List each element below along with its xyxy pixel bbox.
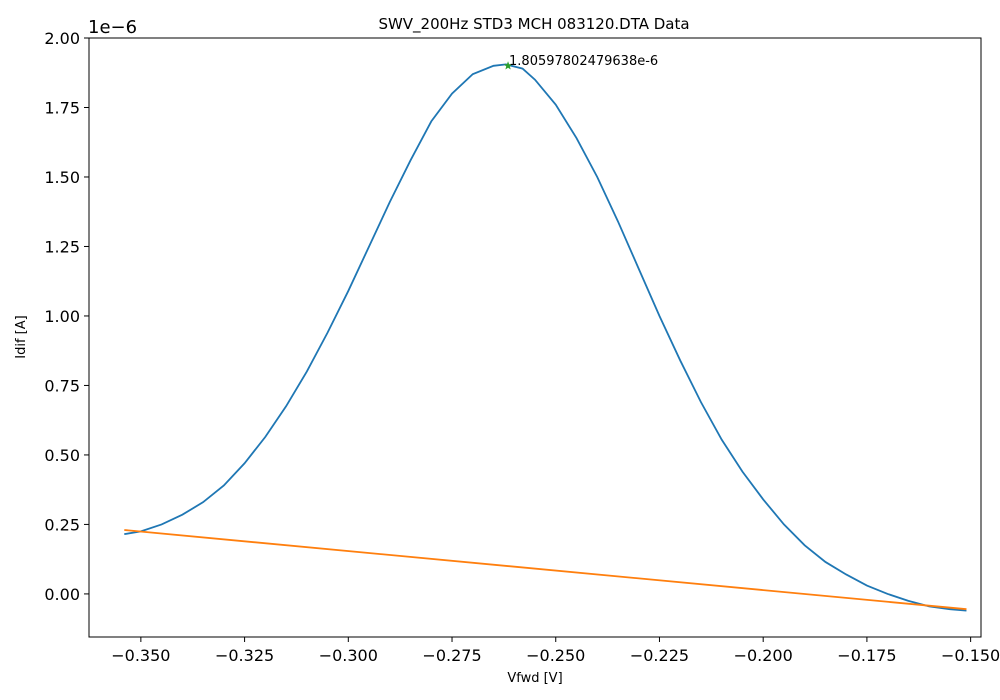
chart-title: SWV_200Hz STD3 MCH 083120.DTA Data [378, 15, 689, 34]
x-tick-label: −0.300 [319, 646, 378, 665]
y-tick-label: 1.75 [44, 98, 80, 117]
x-tick-label: −0.150 [941, 646, 1000, 665]
x-axis: −0.350 −0.325 −0.300 −0.275 −0.250 −0.225 −0.2… [111, 637, 1000, 665]
y-tick-label: 0.25 [44, 515, 80, 534]
y-axis: 0.00 0.25 0.50 0.75 1.00 1.25 1.50 1.75 2.00 [44, 29, 89, 604]
x-tick-label: −0.250 [526, 646, 585, 665]
axes-frame [88, 37, 982, 638]
series-line-2 [124, 529, 967, 611]
series-line-1 [124, 63, 967, 612]
peak-annotation: 1.80597802479638e-6 [509, 54, 658, 69]
peak-marker [503, 61, 513, 70]
y-tick-label: 1.50 [44, 168, 80, 187]
x-tick-label: −0.275 [422, 646, 481, 665]
x-tick-label: −0.175 [837, 646, 896, 665]
y-axis-label: Idif [A] [14, 315, 29, 358]
x-tick-label: −0.225 [630, 646, 689, 665]
y-tick-label: 1.00 [44, 307, 80, 326]
y-tick-label: 1.25 [44, 237, 80, 256]
y-offset-label: 1e−6 [88, 17, 137, 38]
plot-area: 1.80597802479638e-6 [124, 54, 967, 612]
y-tick-label: 0.75 [44, 376, 80, 395]
x-tick-label: −0.325 [215, 646, 274, 665]
x-tick-label: −0.350 [111, 646, 170, 665]
x-axis-label: Vfwd [V] [507, 671, 562, 686]
x-tick-label: −0.200 [734, 646, 793, 665]
y-tick-label: 2.00 [44, 29, 80, 48]
y-tick-label: 0.50 [44, 446, 80, 465]
y-tick-label: 0.00 [44, 585, 80, 604]
